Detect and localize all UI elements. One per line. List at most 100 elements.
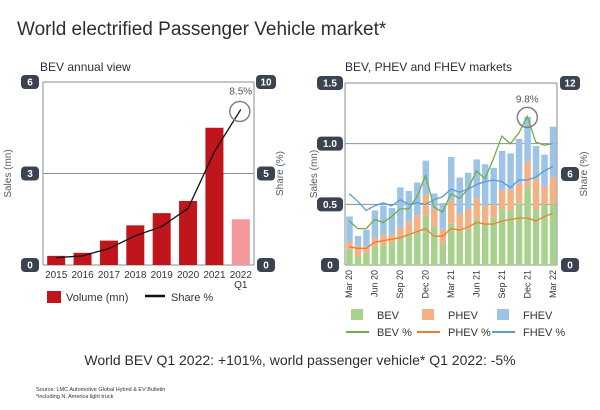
bar-bev-Jan-22 <box>532 209 540 265</box>
bar-bev-Sep-20 <box>397 237 404 265</box>
x-tick-label: Jun 20 <box>370 270 380 297</box>
bar-fhev-Oct-21 <box>507 153 514 190</box>
legend-swatch-bev <box>351 309 363 320</box>
bar-phev-Feb-22 <box>541 186 548 205</box>
bar-phev-Jul-21 <box>481 205 489 223</box>
annotation-label: 8.5% <box>229 86 252 97</box>
bar-bev-Apr-21 <box>456 231 463 265</box>
bar-phev-Sep-20 <box>397 227 404 238</box>
y-tick-left: 3 <box>27 169 33 180</box>
x-tick-label: 2017 <box>98 270 121 281</box>
y-tick-right: 0 <box>263 261 269 272</box>
bar-fhev-Nov-21 <box>515 138 523 184</box>
bar-phev-Sep-21 <box>498 189 506 210</box>
y-tick-right: 0 <box>567 261 573 272</box>
y-tick-right-badge <box>561 258 579 272</box>
legend-swatch-volume <box>47 291 61 303</box>
x-tick-label: 2020 <box>177 270 200 281</box>
bar-bev-Sep-21 <box>498 209 506 265</box>
bar-fhev-Jul-21 <box>481 164 489 206</box>
annotation-label: 9.8% <box>516 94 539 105</box>
y-axis-title-left: Sales (mn) <box>3 149 14 197</box>
y-tick-left: 6 <box>27 78 33 89</box>
bar-volume-2015 <box>47 255 66 265</box>
annotation-circle <box>229 100 251 123</box>
page-title: World electrified Passenger Vehicle mark… <box>17 19 387 40</box>
bar-bev-Jun-21 <box>473 218 480 265</box>
legend-label-bev-share: BEV % <box>377 327 412 339</box>
bar-phev-May-21 <box>464 209 472 229</box>
bar-phev-Mar-20 <box>346 241 353 250</box>
bar-bev-Jul-21 <box>481 222 489 265</box>
bar-phev-Nov-20 <box>414 215 421 232</box>
y-tick-left-badge <box>317 76 343 90</box>
y-tick-right: 12 <box>564 79 576 90</box>
phev-share-line <box>349 212 553 249</box>
bar-fhev-Jan-21 <box>431 193 438 210</box>
bar-bev-Jul-20 <box>380 245 387 265</box>
bar-bev-Feb-22 <box>541 204 548 265</box>
bar-fhev-Apr-20 <box>354 235 362 246</box>
y-tick-right-badge <box>256 75 276 89</box>
bev-annual-chart: 8.5% 0 3 6 0 5 10 Sales (mn) Share (%) 2015 2016 20… <box>3 75 286 304</box>
x-tick-label: 2016 <box>71 270 94 281</box>
y-tick-left: 0 <box>27 261 33 272</box>
y-tick-right: 10 <box>260 78 272 89</box>
y-axis-title-left: Sales (mn) <box>309 150 320 198</box>
legend-label-fhev-share: FHEV % <box>523 327 565 339</box>
x-tick-label: Sep 21 <box>497 270 507 299</box>
bar-phev-Mar-22 <box>549 177 557 205</box>
y-tick-left-badge <box>317 197 343 212</box>
bar-phev-Dec-20 <box>422 194 430 216</box>
bar-fhev-Sep-20 <box>397 187 404 228</box>
bar-phev-Jan-21 <box>431 209 438 227</box>
y-tick-right-badge <box>257 258 275 272</box>
bar-phev-May-20 <box>363 246 370 253</box>
bar-phev-Jun-21 <box>473 198 480 219</box>
y-tick-right-badge <box>257 166 275 181</box>
bar-bev-May-21 <box>464 228 472 265</box>
bar-bev-Jan-21 <box>431 226 438 265</box>
x-tick-label: 2018 <box>124 270 147 281</box>
x-tick-label: 2021 <box>203 270 226 281</box>
bar-fhev-Mar-22 <box>549 126 557 178</box>
legend-label-share: Share % <box>171 292 213 304</box>
y-tick-left: 1.5 <box>323 79 337 90</box>
bar-bev-Dec-21 <box>524 187 531 265</box>
bar-bev-Aug-21 <box>490 217 497 265</box>
footnote-asterisk: *including N. America light truck <box>36 394 114 400</box>
bar-phev-Oct-20 <box>405 221 413 234</box>
x-tick-label: 2019 <box>151 270 174 281</box>
bar-bev-Mar-20 <box>346 249 353 265</box>
bar-fhev-Sep-21 <box>498 150 506 190</box>
bar-fhev-May-20 <box>363 229 370 247</box>
y-tick-left-badge <box>21 166 39 181</box>
bar-phev-Aug-21 <box>490 204 497 218</box>
bar-phev-Oct-21 <box>507 189 514 211</box>
bar-fhev-Apr-21 <box>456 177 463 215</box>
bar-fhev-Mar-21 <box>448 157 455 201</box>
bar-volume-2018 <box>126 225 145 265</box>
x-tick-label: Sep 20 <box>395 270 405 299</box>
share-line <box>56 109 242 259</box>
y-axis-title-right: Share (%) <box>579 151 590 196</box>
bar-bev-Oct-21 <box>507 210 514 265</box>
y-tick-right: 6 <box>567 170 573 181</box>
x-tick-label: Dec 21 <box>522 270 532 299</box>
x-tick-label: Dec 20 <box>421 270 431 299</box>
bar-phev-Mar-21 <box>448 200 455 224</box>
bar-fhev-May-21 <box>464 172 472 210</box>
bar-bev-Mar-21 <box>448 223 455 265</box>
bar-bev-Apr-20 <box>354 256 362 265</box>
bar-fhev-Jul-20 <box>380 205 387 235</box>
bar-bev-Aug-20 <box>388 243 396 265</box>
bar-phev-Dec-21 <box>524 161 531 188</box>
y-tick-left: 1.0 <box>323 139 337 150</box>
bar-bev-Oct-20 <box>405 233 413 265</box>
bar-fhev-Jun-21 <box>473 159 480 199</box>
y-tick-right-badge <box>561 167 579 181</box>
bar-fhev-Dec-21 <box>524 116 531 162</box>
annotation-circle <box>516 106 539 129</box>
bar-bev-Mar-22 <box>549 204 557 265</box>
x-tick-label: 2022 <box>230 270 253 281</box>
